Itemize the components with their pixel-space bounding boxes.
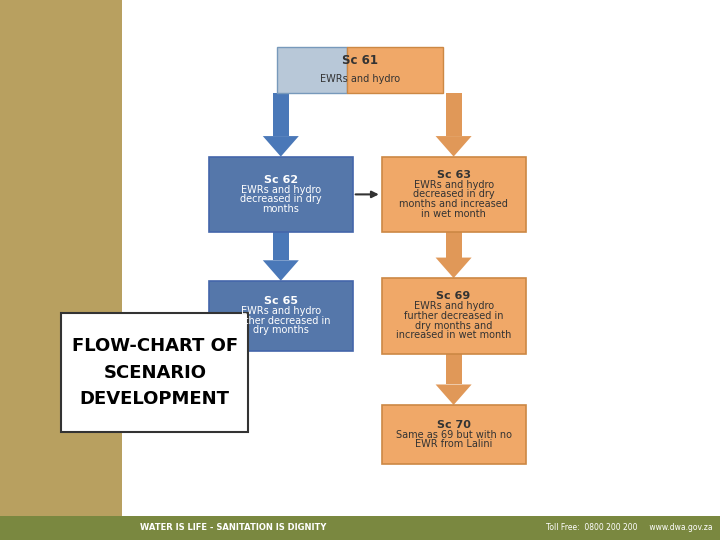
Text: Sc 61: Sc 61 — [342, 54, 378, 67]
Text: Sc 62: Sc 62 — [264, 175, 298, 185]
Polygon shape — [436, 258, 472, 278]
Text: Sc 63: Sc 63 — [436, 170, 471, 180]
Text: increased in wet month: increased in wet month — [396, 330, 511, 340]
Polygon shape — [263, 136, 299, 157]
Text: decreased in dry: decreased in dry — [413, 190, 495, 199]
Text: further decreased in: further decreased in — [404, 311, 503, 321]
Text: further decreased in: further decreased in — [231, 316, 330, 326]
Text: months: months — [262, 204, 300, 214]
Polygon shape — [436, 136, 472, 157]
Bar — [446, 232, 462, 258]
Text: Sc 65: Sc 65 — [264, 296, 298, 306]
FancyBboxPatch shape — [209, 281, 353, 351]
Text: Same as 69 but with no: Same as 69 but with no — [395, 430, 512, 440]
Bar — [446, 93, 462, 136]
FancyBboxPatch shape — [382, 157, 526, 232]
FancyBboxPatch shape — [347, 47, 443, 93]
Text: Sc 70: Sc 70 — [436, 420, 471, 430]
FancyBboxPatch shape — [277, 47, 347, 93]
Text: Toll Free:  0800 200 200     www.dwa.gov.za: Toll Free: 0800 200 200 www.dwa.gov.za — [546, 523, 713, 532]
Text: EWRs and hydro: EWRs and hydro — [240, 185, 321, 194]
Text: dry months and: dry months and — [415, 321, 492, 330]
FancyBboxPatch shape — [61, 313, 248, 432]
Bar — [273, 232, 289, 260]
Text: in wet month: in wet month — [421, 209, 486, 219]
Text: WATER IS LIFE - SANITATION IS DIGNITY: WATER IS LIFE - SANITATION IS DIGNITY — [140, 523, 327, 532]
Text: EWR from Lalini: EWR from Lalini — [415, 440, 492, 449]
FancyBboxPatch shape — [382, 278, 526, 354]
Bar — [0, 0, 122, 516]
Text: decreased in dry: decreased in dry — [240, 194, 322, 204]
Text: EWRs and hydro: EWRs and hydro — [240, 306, 321, 316]
Bar — [0, 516, 720, 540]
Bar — [273, 93, 289, 136]
FancyBboxPatch shape — [382, 405, 526, 464]
FancyBboxPatch shape — [209, 157, 353, 232]
Text: EWRs and hydro: EWRs and hydro — [320, 74, 400, 84]
Polygon shape — [263, 260, 299, 281]
Text: EWRs and hydro: EWRs and hydro — [413, 180, 494, 190]
Text: months and increased: months and increased — [399, 199, 508, 209]
Bar — [446, 354, 462, 384]
Text: Sc 69: Sc 69 — [436, 292, 471, 301]
Text: EWRs and hydro: EWRs and hydro — [413, 301, 494, 311]
Text: FLOW-CHART OF
SCENARIO
DEVELOPMENT: FLOW-CHART OF SCENARIO DEVELOPMENT — [72, 337, 238, 408]
Text: dry months: dry months — [253, 326, 309, 335]
Polygon shape — [436, 384, 472, 405]
